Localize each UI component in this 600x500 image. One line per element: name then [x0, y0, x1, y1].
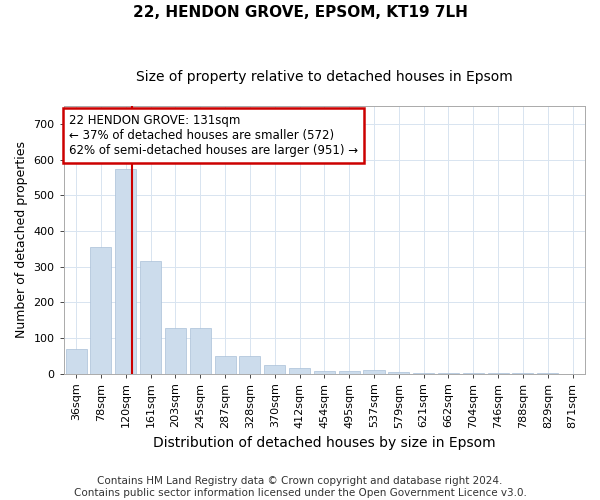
Bar — [463, 373, 484, 374]
Bar — [115, 170, 136, 374]
X-axis label: Distribution of detached houses by size in Epsom: Distribution of detached houses by size … — [153, 436, 496, 450]
Bar — [190, 328, 211, 374]
Bar — [264, 364, 285, 374]
Bar — [65, 350, 86, 374]
Bar — [364, 370, 385, 374]
Bar — [388, 372, 409, 374]
Text: 22, HENDON GROVE, EPSOM, KT19 7LH: 22, HENDON GROVE, EPSOM, KT19 7LH — [133, 5, 467, 20]
Bar — [413, 373, 434, 374]
Bar — [165, 328, 186, 374]
Bar — [438, 373, 459, 374]
Y-axis label: Number of detached properties: Number of detached properties — [15, 142, 28, 338]
Bar — [488, 373, 509, 374]
Bar — [512, 373, 533, 374]
Bar — [289, 368, 310, 374]
Bar — [215, 356, 236, 374]
Text: Contains HM Land Registry data © Crown copyright and database right 2024.
Contai: Contains HM Land Registry data © Crown c… — [74, 476, 526, 498]
Bar — [314, 370, 335, 374]
Text: 22 HENDON GROVE: 131sqm
← 37% of detached houses are smaller (572)
62% of semi-d: 22 HENDON GROVE: 131sqm ← 37% of detache… — [69, 114, 358, 157]
Bar — [140, 261, 161, 374]
Bar — [91, 247, 112, 374]
Bar — [239, 356, 260, 374]
Bar — [338, 370, 360, 374]
Title: Size of property relative to detached houses in Epsom: Size of property relative to detached ho… — [136, 70, 513, 84]
